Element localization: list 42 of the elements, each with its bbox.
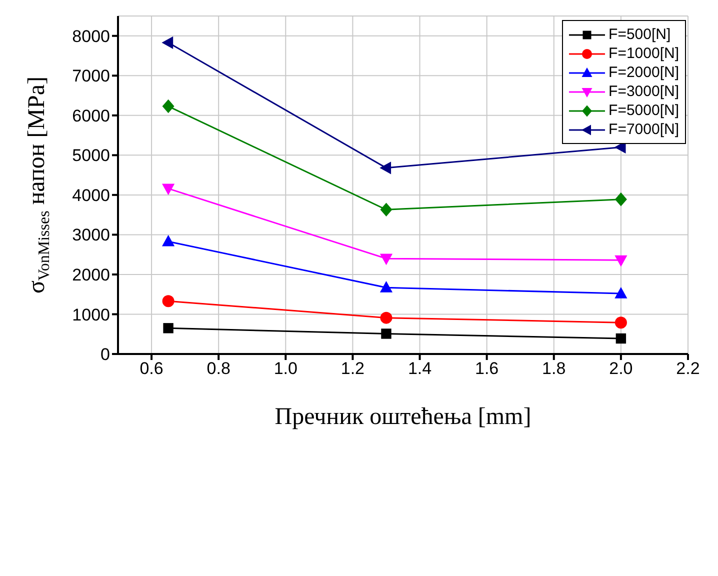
y-tick-label: 0 (100, 345, 110, 364)
y-tick-label: 2000 (72, 266, 110, 285)
y-tick-label: 4000 (72, 186, 110, 205)
y-tick-label: 8000 (72, 26, 110, 46)
legend-label: F=5000[N] (608, 101, 679, 120)
x-tick-label: 1.0 (274, 359, 298, 378)
point (380, 312, 392, 324)
point (380, 254, 393, 266)
point (162, 184, 175, 196)
y-tick-label: 1000 (72, 305, 110, 324)
point (162, 99, 174, 114)
point (381, 328, 392, 339)
y-tick-label: 6000 (72, 106, 110, 126)
legend-label: F=7000[N] (608, 120, 679, 139)
legend-label: F=2000[N] (608, 63, 679, 82)
legend-label: F=500[N] (608, 25, 671, 44)
point (614, 286, 628, 298)
x-tick-label: 2.2 (676, 359, 700, 378)
point (162, 234, 175, 246)
point (614, 316, 627, 329)
x-tick-label: 1.8 (542, 359, 566, 378)
x-tick-label: 1.6 (475, 359, 499, 378)
point (163, 323, 174, 334)
point (162, 295, 174, 308)
legend-label: F=3000[N] (608, 82, 679, 101)
x-axis-title: Пречник оштећења [mm] (274, 404, 532, 430)
point (162, 36, 174, 49)
x-tick-label: 1.4 (408, 359, 432, 378)
x-tick-label: 0.8 (206, 359, 230, 378)
legend-label: F=1000[N] (608, 44, 679, 63)
point (380, 280, 393, 292)
x-tick-label: 2.0 (609, 359, 633, 378)
x-tick-label: 1.2 (340, 359, 365, 378)
point (380, 162, 392, 174)
point (380, 202, 392, 217)
x-tick-label: 0.6 (140, 359, 164, 378)
point (614, 255, 628, 267)
y-tick-label: 5000 (72, 146, 110, 166)
point (616, 333, 626, 344)
y-tick-label: 3000 (72, 226, 110, 245)
y-tick-label: 7000 (72, 66, 110, 86)
point (614, 192, 627, 206)
